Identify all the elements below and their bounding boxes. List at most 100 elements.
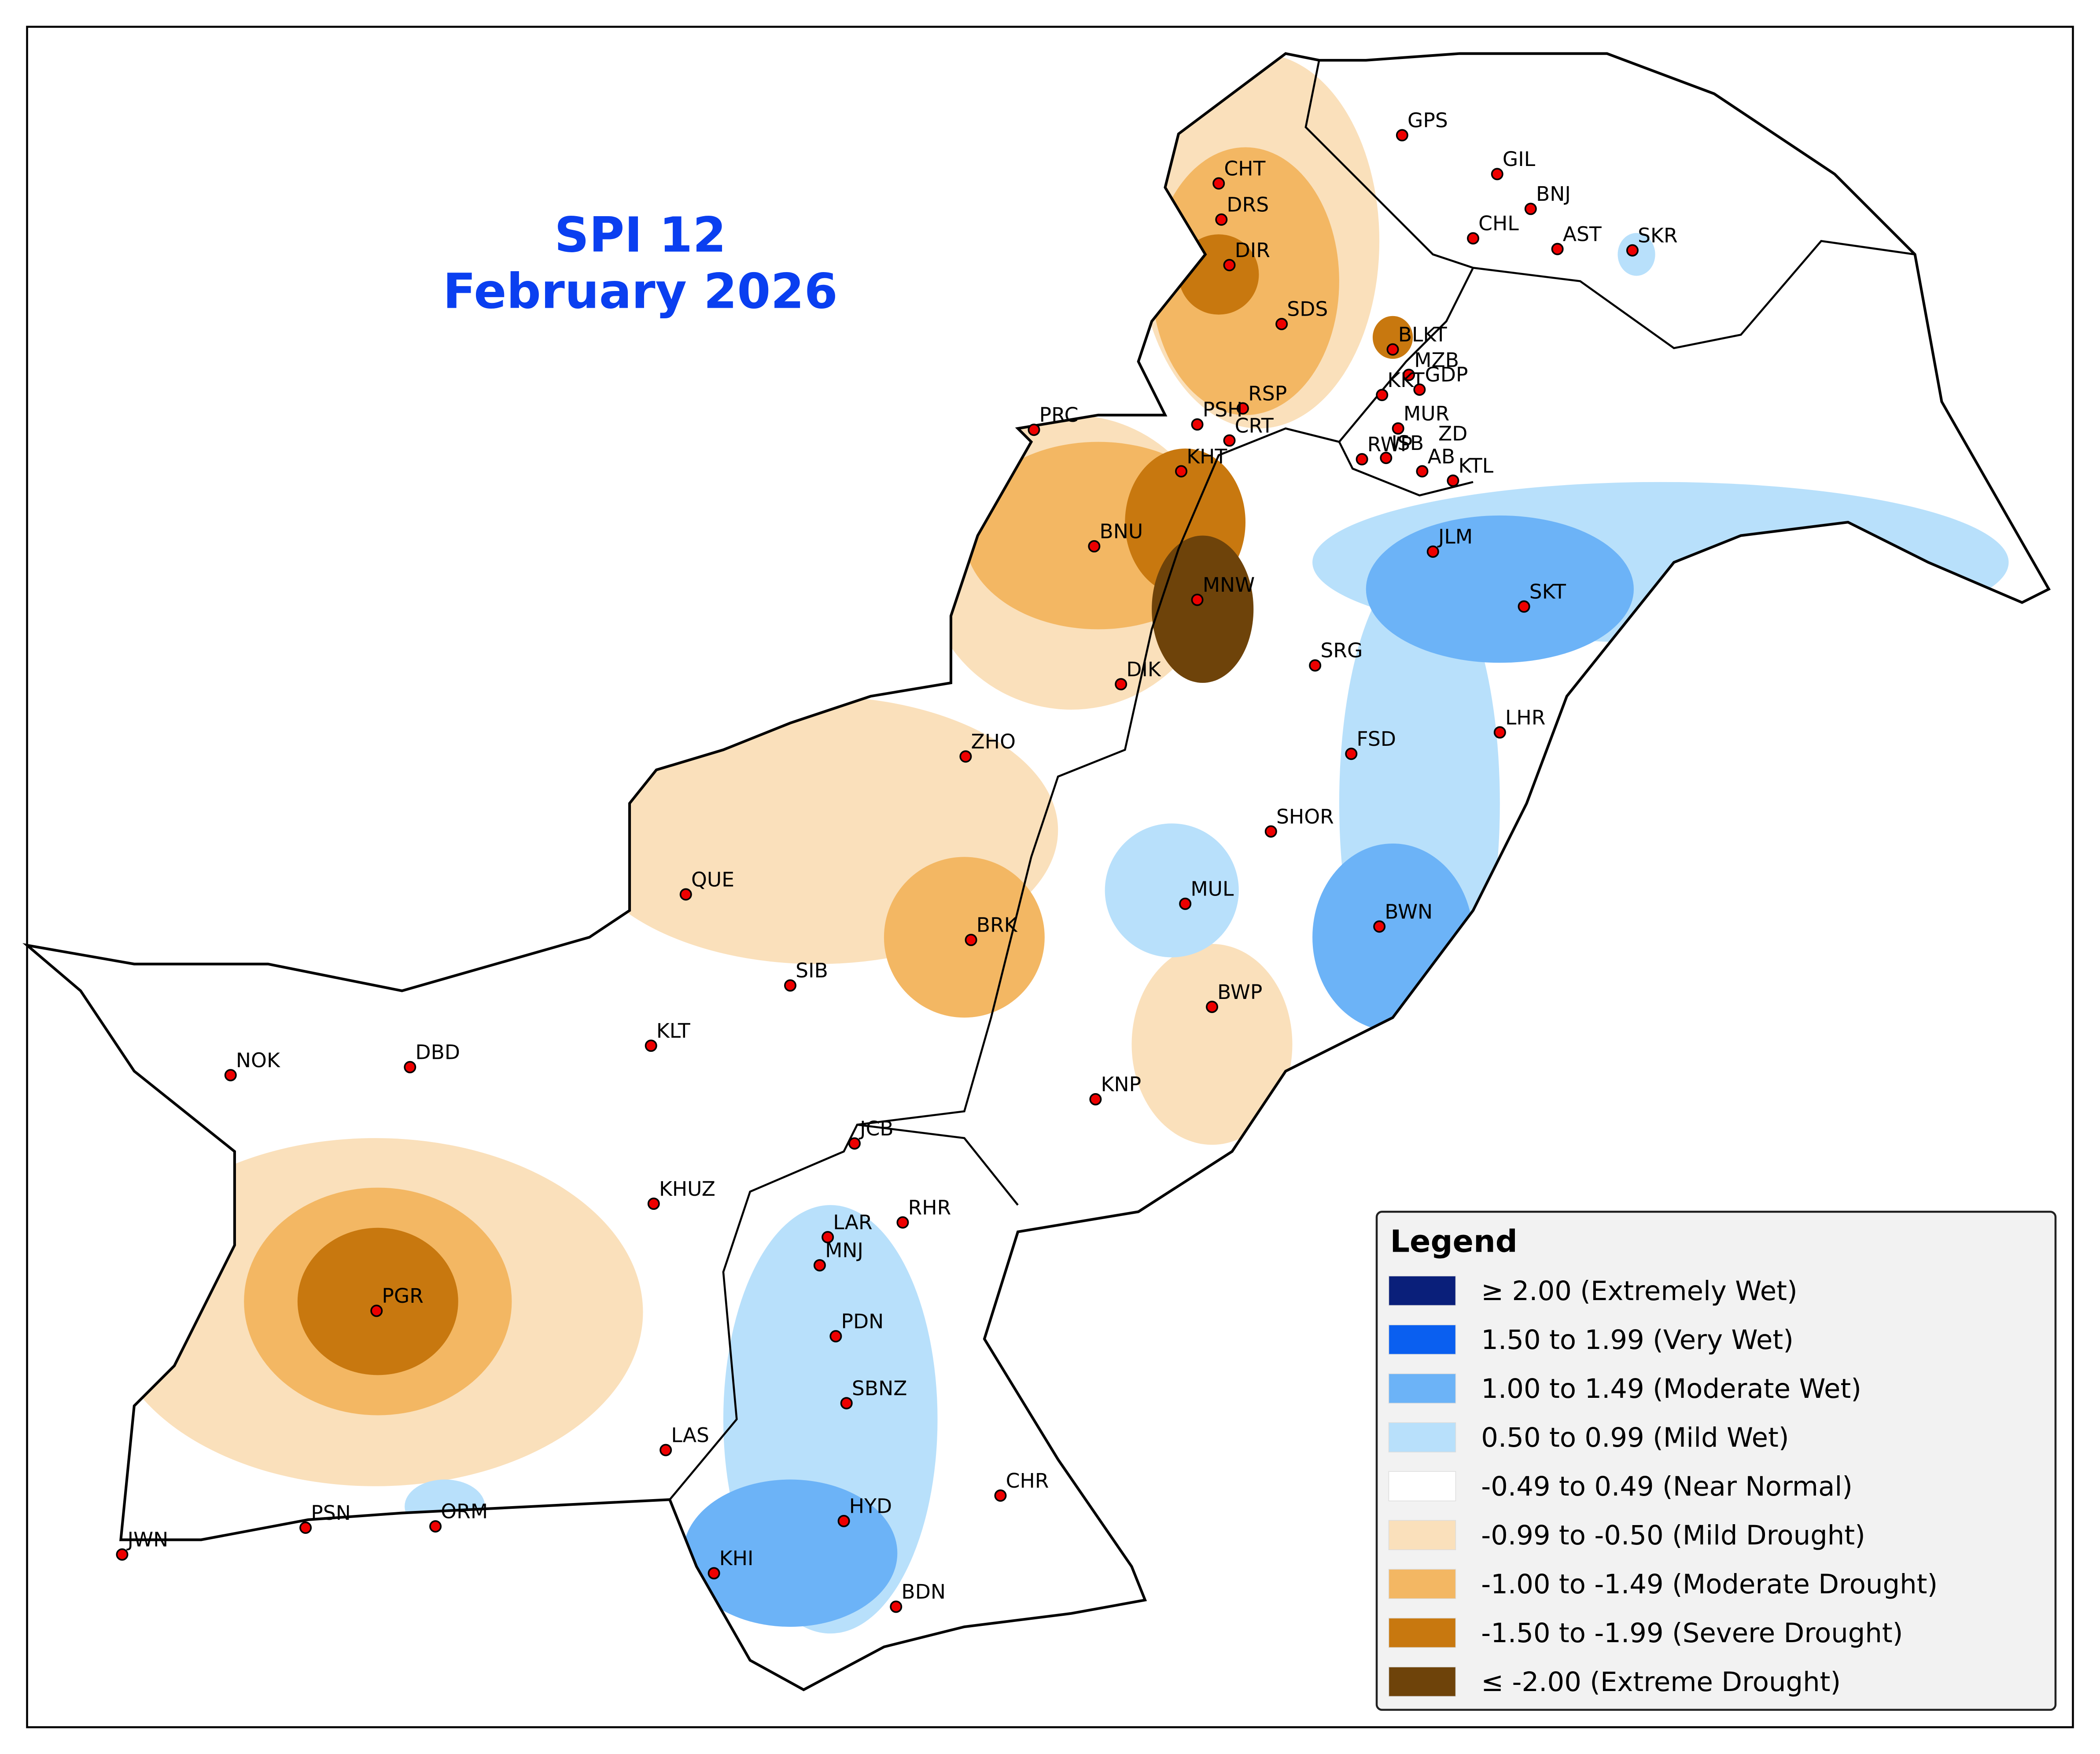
station-label: FSD (1356, 727, 1396, 751)
station-dot (959, 750, 972, 763)
station-dot (1416, 465, 1429, 478)
station-label: HYD (849, 1495, 892, 1518)
station-label: JLM (1437, 525, 1473, 549)
station-label: PSN (311, 1501, 351, 1525)
station-label: RHR (908, 1196, 951, 1219)
station-label: ZHO (971, 730, 1016, 753)
station-label: LHR (1505, 706, 1545, 729)
legend-label: 1.00 to 1.49 (Moderate Wet) (1481, 1374, 1861, 1404)
station-dot (1115, 678, 1127, 691)
legend-swatch (1388, 1471, 1456, 1501)
legend-label: -0.49 to 0.49 (Near Normal) (1481, 1471, 1853, 1502)
legend-label: ≥ 2.00 (Extremely Wet) (1481, 1276, 1798, 1307)
legend-label: -1.00 to -1.49 (Moderate Drought) (1481, 1569, 1938, 1600)
station-label: ISB (1392, 431, 1424, 455)
station-dot (1309, 659, 1322, 672)
station-label: BWN (1385, 900, 1433, 923)
station-dot (784, 979, 796, 992)
station-label: LAR (833, 1211, 872, 1234)
station-dot (829, 1330, 842, 1343)
station-label: KHI (719, 1547, 754, 1570)
station-label: MZB (1414, 348, 1459, 372)
station-dot (645, 1039, 657, 1052)
station-label: ZD (1438, 422, 1467, 446)
station-label: BNJ (1536, 182, 1571, 206)
station-dot (1493, 726, 1506, 739)
station-dot (965, 933, 977, 946)
station-dot (707, 1567, 720, 1580)
station-dot (1175, 465, 1188, 478)
station-label: JWN (126, 1528, 169, 1551)
station-label: AST (1563, 222, 1602, 246)
station-dot (1426, 545, 1439, 558)
station-label: GIL (1503, 147, 1536, 171)
station-dot (1524, 203, 1537, 215)
station-label: BDN (901, 1580, 946, 1603)
station-label: DIK (1126, 658, 1161, 681)
station-label: PSH (1203, 398, 1243, 421)
map-title: SPI 12 (554, 207, 726, 263)
station-dot (837, 1514, 850, 1527)
station-dot (896, 1216, 909, 1229)
station-dot (1467, 232, 1480, 245)
station-dot (1376, 389, 1389, 402)
station-label: DRS (1227, 193, 1269, 217)
station-label: MNJ (825, 1239, 863, 1262)
station-dot (647, 1198, 660, 1210)
station-label: KNP (1101, 1073, 1142, 1096)
station-label: SKT (1529, 580, 1566, 603)
legend-swatch (1388, 1373, 1456, 1404)
station-dot (429, 1520, 442, 1533)
station-dot (1275, 317, 1288, 330)
station-label: PRC (1039, 403, 1079, 427)
shade (1372, 316, 1413, 359)
station-dot (1345, 748, 1358, 760)
station-dot (1447, 474, 1459, 487)
station-label: AB (1428, 445, 1455, 468)
spi-shading (107, 53, 2009, 1634)
legend-label: 0.50 to 0.99 (Mild Wet) (1481, 1422, 1789, 1453)
station-dot (370, 1304, 383, 1317)
station-label: QUE (691, 868, 734, 891)
map-subtitle: February 2026 (443, 263, 838, 319)
station-dot (1236, 402, 1249, 415)
legend-swatch (1388, 1666, 1456, 1697)
station-dot (813, 1259, 826, 1271)
station-label: KTL (1459, 454, 1494, 478)
station-label: RWP (1367, 433, 1412, 456)
station-label: BRK (976, 914, 1018, 937)
station-label: SKR (1638, 224, 1678, 247)
station-dot (840, 1397, 853, 1410)
station-dot (1191, 593, 1204, 606)
station-dot (890, 1600, 903, 1613)
station-dot (1491, 168, 1503, 181)
legend-label: -1.50 to -1.99 (Severe Drought) (1481, 1618, 1903, 1649)
station-label: CHR (1006, 1469, 1049, 1492)
legend: Legend ≥ 2.00 (Extremely Wet) 1.50 to 1.9… (1375, 1211, 2057, 1711)
legend-swatch (1388, 1569, 1456, 1599)
station-label: DIR (1235, 239, 1270, 262)
station-dot (994, 1489, 1007, 1502)
station-label: NOK (236, 1049, 280, 1072)
shade (1105, 823, 1239, 958)
station-label: JCB (858, 1117, 894, 1140)
province-borders (669, 60, 1915, 1500)
station-dot (1386, 343, 1399, 356)
station-dot (404, 1061, 416, 1073)
station-dot (1191, 418, 1204, 431)
station-label: BWP (1217, 980, 1262, 1004)
legend-label: ≤ -2.00 (Extreme Drought) (1481, 1667, 1841, 1698)
station-label: SBNZ (852, 1377, 907, 1400)
station-dot (1223, 259, 1236, 272)
legend-swatch (1388, 1618, 1456, 1648)
station-dot (1396, 129, 1408, 142)
shade (1131, 944, 1293, 1145)
station-dot (822, 1231, 834, 1244)
station-label: CHL (1478, 212, 1519, 235)
station-label: BLKT (1398, 323, 1447, 346)
station-dot (224, 1069, 237, 1082)
station-label: SRG (1320, 639, 1363, 662)
station-dot (1089, 1093, 1102, 1105)
legend-title: Legend (1390, 1224, 1517, 1260)
station-dot (1264, 825, 1277, 838)
